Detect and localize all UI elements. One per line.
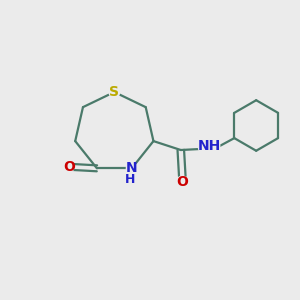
Text: O: O [63,160,75,174]
Text: S: S [109,85,119,99]
Circle shape [198,135,220,157]
Text: NH: NH [197,139,221,153]
Text: N: N [126,161,138,175]
Text: O: O [176,175,188,188]
Text: H: H [125,173,135,186]
Circle shape [126,163,137,174]
Circle shape [125,174,136,185]
Circle shape [109,87,120,98]
Circle shape [63,161,74,172]
Circle shape [177,176,188,187]
